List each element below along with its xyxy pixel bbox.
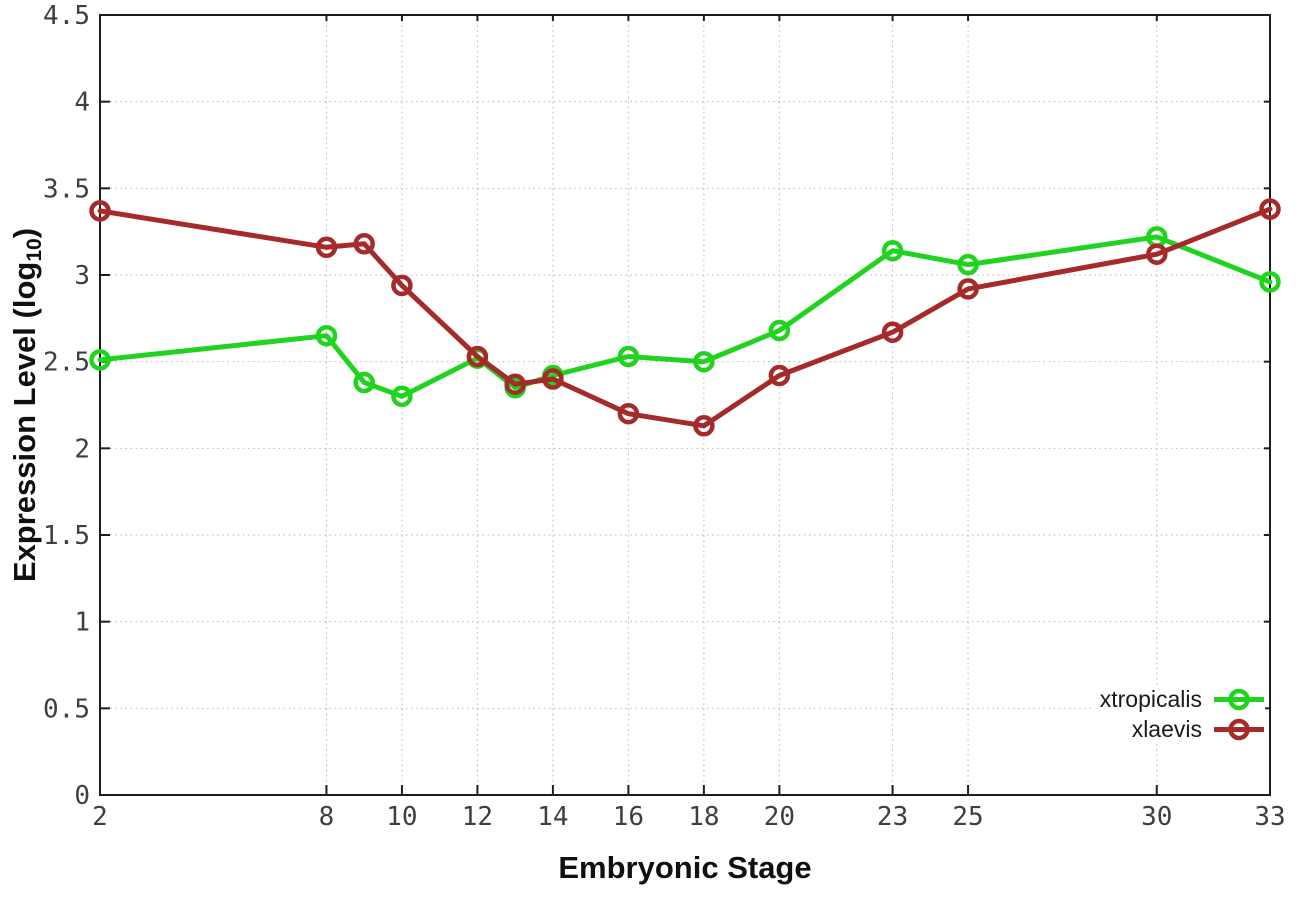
data-point-marker — [315, 236, 338, 259]
x-tick-label: 16 — [613, 802, 644, 832]
x-tick-label: 12 — [462, 802, 493, 832]
data-point-marker — [617, 402, 640, 425]
legend-label-xlaevis: xlaevis — [1131, 716, 1202, 742]
x-tick-label: 25 — [952, 802, 983, 832]
data-point-marker — [1259, 271, 1281, 293]
data-point-marker — [504, 373, 526, 395]
x-tick-label: 18 — [688, 802, 719, 832]
y-tick-label: 0.5 — [43, 694, 90, 724]
series-line-xlaevis — [97, 206, 1273, 429]
y-axis-title: Expression Level (log10) — [7, 228, 47, 582]
data-point-marker — [1146, 243, 1168, 265]
legend-item-xlaevis: xlaevis — [1132, 716, 1265, 743]
legend: xtropicalis xlaevis — [1093, 686, 1265, 743]
series-line-xtropicalis — [97, 234, 1273, 399]
legend-sample-xlaevis-icon — [1214, 718, 1264, 741]
y-tick-label: 2 — [74, 434, 90, 464]
y-tick-label: 0 — [74, 781, 90, 811]
y-axis-title-main: Expression Level (log — [7, 261, 43, 583]
data-point-marker — [881, 239, 904, 262]
x-tick-label: 23 — [877, 802, 908, 832]
x-tick-label: 20 — [764, 802, 795, 832]
data-point-marker — [466, 345, 489, 368]
y-tick-labels: 0 0.5 1 1.5 2 2.5 3 3.5 4 4.5 — [43, 1, 90, 811]
data-point-marker — [315, 324, 338, 347]
y-tick-label: 4.5 — [43, 1, 90, 31]
y-tick-label: 4 — [74, 88, 90, 118]
x-tick-label: 14 — [537, 802, 568, 832]
data-point-marker — [881, 321, 904, 343]
data-point-marker — [89, 349, 111, 371]
data-point-marker — [391, 385, 413, 408]
data-point-marker — [391, 274, 413, 297]
data-point-marker — [89, 200, 111, 222]
legend-label-xtropicalis: xtropicalis — [1099, 686, 1202, 712]
data-point-marker — [957, 278, 979, 300]
x-tick-label: 30 — [1141, 802, 1172, 832]
y-tick-label: 2.5 — [43, 348, 90, 378]
y-axis-title-end: ) — [7, 227, 43, 239]
data-point-marker — [768, 319, 791, 342]
data-point-marker — [768, 364, 791, 387]
x-tick-label: 33 — [1254, 802, 1285, 832]
x-tick-label: 10 — [386, 802, 417, 832]
data-point-marker — [353, 233, 375, 255]
series-xtropicalis — [89, 226, 1281, 408]
legend-sample-xtropicalis-icon — [1214, 688, 1264, 711]
tick-marks — [99, 14, 1271, 796]
data-point-marker — [1259, 198, 1281, 220]
data-point-marker — [617, 345, 640, 368]
y-tick-label: 1.5 — [43, 521, 90, 551]
data-point-marker — [693, 350, 715, 373]
data-point-marker — [693, 415, 715, 437]
x-axis-title: Embryonic Stage — [558, 850, 812, 885]
y-tick-label: 1 — [74, 608, 90, 638]
series-xlaevis — [89, 198, 1281, 437]
x-tick-labels: 2 8 10 12 14 16 18 20 23 25 30 33 — [92, 802, 1285, 832]
y-tick-label: 3 — [74, 261, 90, 291]
data-point-marker — [957, 253, 979, 276]
x-tick-label: 2 — [92, 802, 108, 832]
data-point-marker — [353, 371, 375, 394]
y-tick-label: 3.5 — [43, 174, 90, 204]
legend-item-xtropicalis: xtropicalis — [1100, 686, 1265, 713]
y-axis-title-subscript: 10 — [22, 238, 46, 262]
x-tick-label: 8 — [319, 802, 335, 832]
gridlines — [99, 14, 1271, 796]
plot-border — [99, 14, 1271, 796]
data-point-marker — [542, 368, 564, 390]
